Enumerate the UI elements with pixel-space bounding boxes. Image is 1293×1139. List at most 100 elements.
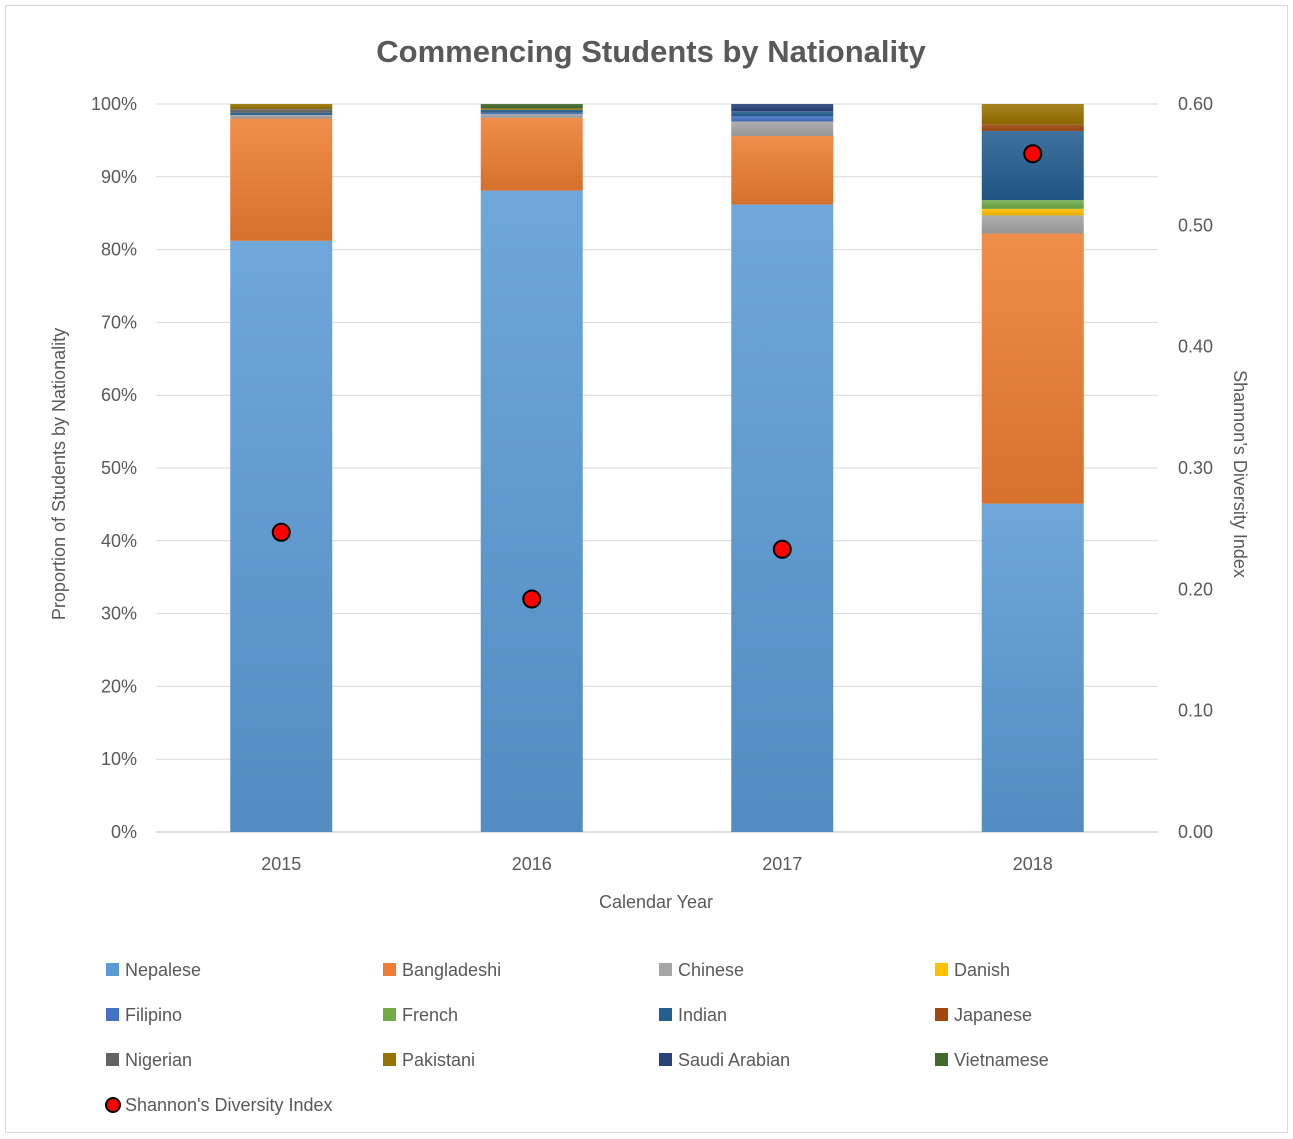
diversity-marker-2015 — [271, 522, 291, 542]
legend-item-vietnamese: Vietnamese — [935, 1050, 1049, 1070]
legend-label: Shannon's Diversity Index — [125, 1095, 333, 1115]
bar-2016-pakistani — [480, 108, 583, 110]
legend-item-french: French — [383, 1005, 458, 1025]
legend-marker — [105, 1097, 121, 1113]
legend-swatch — [935, 1053, 948, 1066]
y2-tick-label: 0.00 — [1178, 822, 1213, 842]
legend-swatch — [383, 1008, 396, 1021]
legend-swatch — [106, 1008, 119, 1021]
legend-swatch — [659, 1053, 672, 1066]
legend-label: Filipino — [125, 1005, 182, 1025]
y2-tick-label: 0.30 — [1178, 458, 1213, 478]
x-tick-label-2017: 2017 — [762, 854, 802, 874]
legend: Nepalese Bangladeshi Chinese Danish Filipino… — [105, 960, 1049, 1115]
y-tick-label: 40% — [101, 531, 137, 551]
bar-2016-vietnamese — [480, 104, 583, 109]
bar-2018-nepalese — [981, 503, 1084, 832]
chart-svg: Commencing Students by Nationality 0% 10%… — [49, 34, 1250, 1115]
y-tick-label: 50% — [101, 458, 137, 478]
bar-2015-bangladeshi — [230, 118, 333, 241]
y-tick-label: 0% — [111, 822, 137, 842]
y-tick-label: 30% — [101, 604, 137, 624]
x-axis-ticks: 2015 2016 2017 2018 — [261, 854, 1053, 874]
legend-label: French — [402, 1005, 458, 1025]
bar-2016-nepalese — [480, 190, 583, 832]
y-tick-label: 10% — [101, 749, 137, 769]
legend-label: Nigerian — [125, 1050, 192, 1070]
bar-2018-french — [981, 200, 1084, 209]
bar-2018-indian — [981, 130, 1084, 201]
bar-2018-danish — [981, 208, 1084, 216]
legend-item-danish: Danish — [935, 960, 1010, 980]
legend-item-japanese: Japanese — [935, 1005, 1032, 1025]
legend-label: Vietnamese — [954, 1050, 1049, 1070]
bar-2017-bangladeshi — [731, 136, 834, 205]
y2-tick-label: 0.20 — [1178, 579, 1213, 599]
bar-2017-saudi-arabian — [731, 104, 834, 112]
bar-2015-indian — [230, 112, 333, 115]
legend-swatch — [106, 1053, 119, 1066]
chart-title: Commencing Students by Nationality — [376, 34, 926, 69]
x-tick-label-2018: 2018 — [1013, 854, 1053, 874]
legend-item-pakistani: Pakistani — [383, 1050, 475, 1070]
bar-2017-chinese — [731, 121, 834, 137]
y-axis-ticks: 0% 10% 20% 30% 40% 50% 60% 70% 80% 90% 100% — [91, 94, 137, 842]
legend-swatch — [659, 963, 672, 976]
legend-label: Saudi Arabian — [678, 1050, 790, 1070]
legend-item-chinese: Chinese — [659, 960, 744, 980]
y-tick-label: 80% — [101, 240, 137, 260]
bar-2015-nigerian — [230, 109, 333, 113]
bar-2018-bangladeshi — [981, 233, 1084, 504]
legend-swatch — [383, 963, 396, 976]
legend-swatch — [935, 1008, 948, 1021]
y2-tick-label: 0.40 — [1178, 337, 1213, 357]
legend-item-saudi-arabian: Saudi Arabian — [659, 1050, 790, 1070]
y2-tick-label: 0.60 — [1178, 94, 1213, 114]
bar-2016-bangladeshi — [480, 117, 583, 191]
legend-label: Pakistani — [402, 1050, 475, 1070]
legend-label: Bangladeshi — [402, 960, 501, 980]
legend-label: Chinese — [678, 960, 744, 980]
diversity-markers — [271, 144, 1043, 609]
y-axis-label: Proportion of Students by Nationality — [49, 328, 69, 620]
diversity-marker-2016 — [522, 589, 542, 609]
y-tick-label: 60% — [101, 385, 137, 405]
legend-item-bangladeshi: Bangladeshi — [383, 960, 501, 980]
legend-swatch — [383, 1053, 396, 1066]
y2-axis-label: Shannon’s Diversity Index — [1230, 370, 1250, 578]
legend-item-indian: Indian — [659, 1005, 727, 1025]
x-tick-label-2016: 2016 — [512, 854, 552, 874]
legend-item-nigerian: Nigerian — [106, 1050, 192, 1070]
y2-tick-label: 0.50 — [1178, 215, 1213, 235]
diversity-marker-2018 — [1023, 144, 1043, 164]
y2-tick-label: 0.10 — [1178, 701, 1213, 721]
legend-swatch — [659, 1008, 672, 1021]
bar-2016-filipino — [480, 112, 583, 115]
bar-2017-indian — [731, 111, 834, 117]
bar-2016-chinese — [480, 114, 583, 118]
legend-swatch — [935, 963, 948, 976]
bar-2016-indian — [480, 109, 583, 113]
legend-label: Danish — [954, 960, 1010, 980]
bar-2018-pakistani — [981, 104, 1084, 125]
bar-2018-chinese — [981, 215, 1084, 234]
bar-2017-filipino — [731, 116, 834, 122]
bar-2015-chinese — [230, 114, 333, 119]
x-tick-label-2015: 2015 — [261, 854, 301, 874]
legend-item-filipino: Filipino — [106, 1005, 182, 1025]
chart-container: Commencing Students by Nationality 0% 10%… — [5, 5, 1288, 1133]
bar-2018-japanese — [981, 124, 1084, 131]
legend-item-nepalese: Nepalese — [106, 960, 201, 980]
y2-axis-ticks: 0.00 0.10 0.20 0.30 0.40 0.50 0.60 — [1178, 94, 1213, 842]
y-tick-label: 90% — [101, 167, 137, 187]
diversity-marker-2017 — [772, 539, 792, 559]
legend-item-shannons-diversity-index: Shannon's Diversity Index — [105, 1095, 333, 1115]
bar-2017-nepalese — [731, 204, 834, 833]
legend-label: Japanese — [954, 1005, 1032, 1025]
y-tick-label: 100% — [91, 94, 137, 114]
bar-2015-pakistani — [230, 104, 333, 110]
legend-label: Indian — [678, 1005, 727, 1025]
legend-label: Nepalese — [125, 960, 201, 980]
x-axis-label: Calendar Year — [599, 892, 713, 912]
y-tick-label: 70% — [101, 312, 137, 332]
